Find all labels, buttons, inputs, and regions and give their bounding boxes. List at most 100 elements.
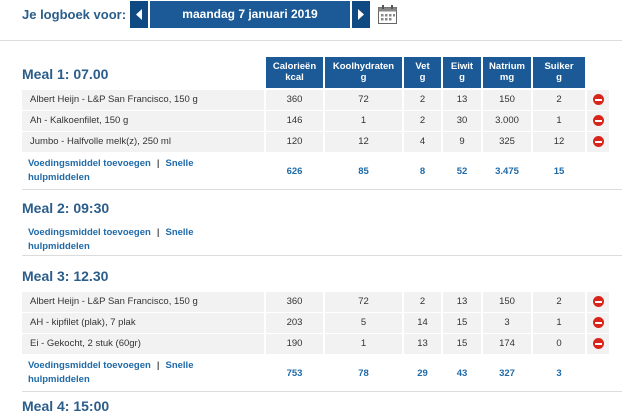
add-food-link[interactable]: Voedingsmiddel toevoegen — [28, 227, 151, 238]
delete-button[interactable] — [593, 317, 604, 328]
column-header: Calorieën kcal — [266, 57, 323, 88]
food-value: 13 — [443, 90, 481, 110]
divider — [22, 255, 622, 256]
total-value: 3.475 — [495, 166, 519, 177]
column-name: Suiker — [544, 61, 574, 72]
food-value: 3.000 — [483, 111, 531, 131]
food-value: 360 — [266, 90, 323, 110]
food-value: 30 — [443, 111, 481, 131]
quick-tools-link[interactable]: Snelle hulpmiddelen — [28, 360, 194, 385]
meal-title: Meal 4: 15:00 — [22, 398, 110, 414]
food-value: 2 — [404, 111, 441, 131]
food-value: 2 — [404, 90, 441, 110]
meal-title: Meal 2: 09:30 — [22, 200, 110, 216]
quick-tools-link[interactable]: Snelle hulpmiddelen — [28, 227, 194, 252]
column-name: Natrium — [489, 61, 525, 72]
next-day[interactable] — [352, 1, 370, 28]
food-value: 146 — [266, 111, 323, 131]
next-icon — [358, 9, 364, 20]
calendar-icon[interactable] — [377, 4, 398, 25]
total-value: 78 — [358, 368, 369, 379]
total-value: 43 — [456, 368, 468, 379]
food-value: 5 — [325, 313, 402, 333]
food-value: 15 — [443, 334, 481, 354]
food-value: 2 — [533, 292, 585, 312]
food-value: 1 — [533, 111, 585, 131]
column-header: Eiwit g — [443, 57, 481, 88]
food-value: 12 — [533, 132, 585, 152]
column-name: Vet — [415, 61, 430, 72]
meal-title: Meal 3: 12.30 — [22, 268, 109, 284]
quick-tools-link[interactable]: Snelle hulpmiddelen — [28, 158, 194, 183]
total-value: 15 — [553, 166, 565, 177]
link-separator: | — [156, 360, 160, 371]
total-value: 327 — [499, 368, 515, 379]
food-value: 360 — [266, 292, 323, 312]
meal-links: Voedingsmiddel toevoegen | Snelle hulpmidd… — [28, 226, 228, 254]
food-value: 325 — [483, 132, 531, 152]
food-value: 15 — [443, 313, 481, 333]
column-unit: g — [419, 72, 426, 83]
total-value: 753 — [286, 368, 303, 379]
total-value: 52 — [456, 166, 468, 177]
delete-button[interactable] — [593, 296, 604, 307]
food-value: 72 — [325, 292, 402, 312]
add-food-link[interactable]: Voedingsmiddel toevoegen — [28, 158, 151, 169]
divider — [22, 391, 622, 392]
food-value: 1 — [325, 334, 402, 354]
food-name: Ei - Gekocht, 2 stuk (60gr) — [22, 334, 264, 354]
column-name: Eiwit — [450, 61, 474, 72]
divider — [0, 40, 622, 41]
delete-button[interactable] — [593, 136, 604, 147]
delete-button[interactable] — [593, 115, 604, 126]
food-name: Albert Heijn - L&P San Francisco, 150 g — [22, 90, 264, 110]
food-value: 190 — [266, 334, 323, 354]
food-value: 9 — [443, 132, 481, 152]
link-separator: | — [156, 227, 160, 238]
total-value: 8 — [419, 166, 426, 177]
food-value: 3 — [483, 313, 531, 333]
column-unit: g — [360, 72, 367, 83]
food-name: Albert Heijn - L&P San Francisco, 150 g — [22, 292, 264, 312]
food-value: 0 — [533, 334, 585, 354]
column-unit: kcal — [285, 72, 304, 83]
food-value: 203 — [266, 313, 323, 333]
column-unit: mg — [499, 72, 515, 83]
meal-links: Voedingsmiddel toevoegen | Snelle hulpmidd… — [28, 157, 228, 185]
meal-title: Meal 1: 07.00 — [22, 66, 109, 82]
column-name: Koolhydraten — [332, 61, 395, 72]
food-value: 1 — [533, 313, 585, 333]
food-value: 14 — [404, 313, 441, 333]
delete-button[interactable] — [593, 94, 604, 105]
column-header: Vet g — [404, 57, 441, 88]
total-value: 85 — [358, 166, 369, 177]
food-name: AH - kipfilet (plak), 7 plak — [22, 313, 264, 333]
add-food-link[interactable]: Voedingsmiddel toevoegen — [28, 360, 151, 371]
food-value: 150 — [483, 292, 531, 312]
column-name: Calorieën — [272, 61, 317, 72]
total-value: 29 — [417, 368, 428, 379]
total-value: 626 — [286, 166, 303, 177]
link-separator: | — [156, 158, 160, 169]
prev-icon — [136, 9, 142, 20]
food-value: 12 — [325, 132, 402, 152]
divider — [22, 189, 622, 190]
delete-button[interactable] — [593, 338, 604, 349]
food-value: 150 — [483, 90, 531, 110]
food-value: 2 — [533, 90, 585, 110]
column-unit: g — [459, 72, 465, 83]
food-name: Jumbo - Halfvolle melk(z), 250 ml — [22, 132, 264, 152]
date-display[interactable]: maandag 7 januari 2019 — [150, 1, 350, 28]
food-value: 13 — [443, 292, 481, 312]
food-value: 13 — [404, 334, 441, 354]
food-value: 72 — [325, 90, 402, 110]
meal-links: Voedingsmiddel toevoegen | Snelle hulpmidd… — [28, 359, 228, 387]
prev-day[interactable] — [130, 1, 148, 28]
total-value: 3 — [556, 368, 562, 379]
column-unit: g — [556, 72, 562, 83]
column-header: Suiker g — [533, 57, 585, 88]
food-value: 120 — [266, 132, 323, 152]
food-value: 174 — [483, 334, 531, 354]
food-value: 2 — [404, 292, 441, 312]
